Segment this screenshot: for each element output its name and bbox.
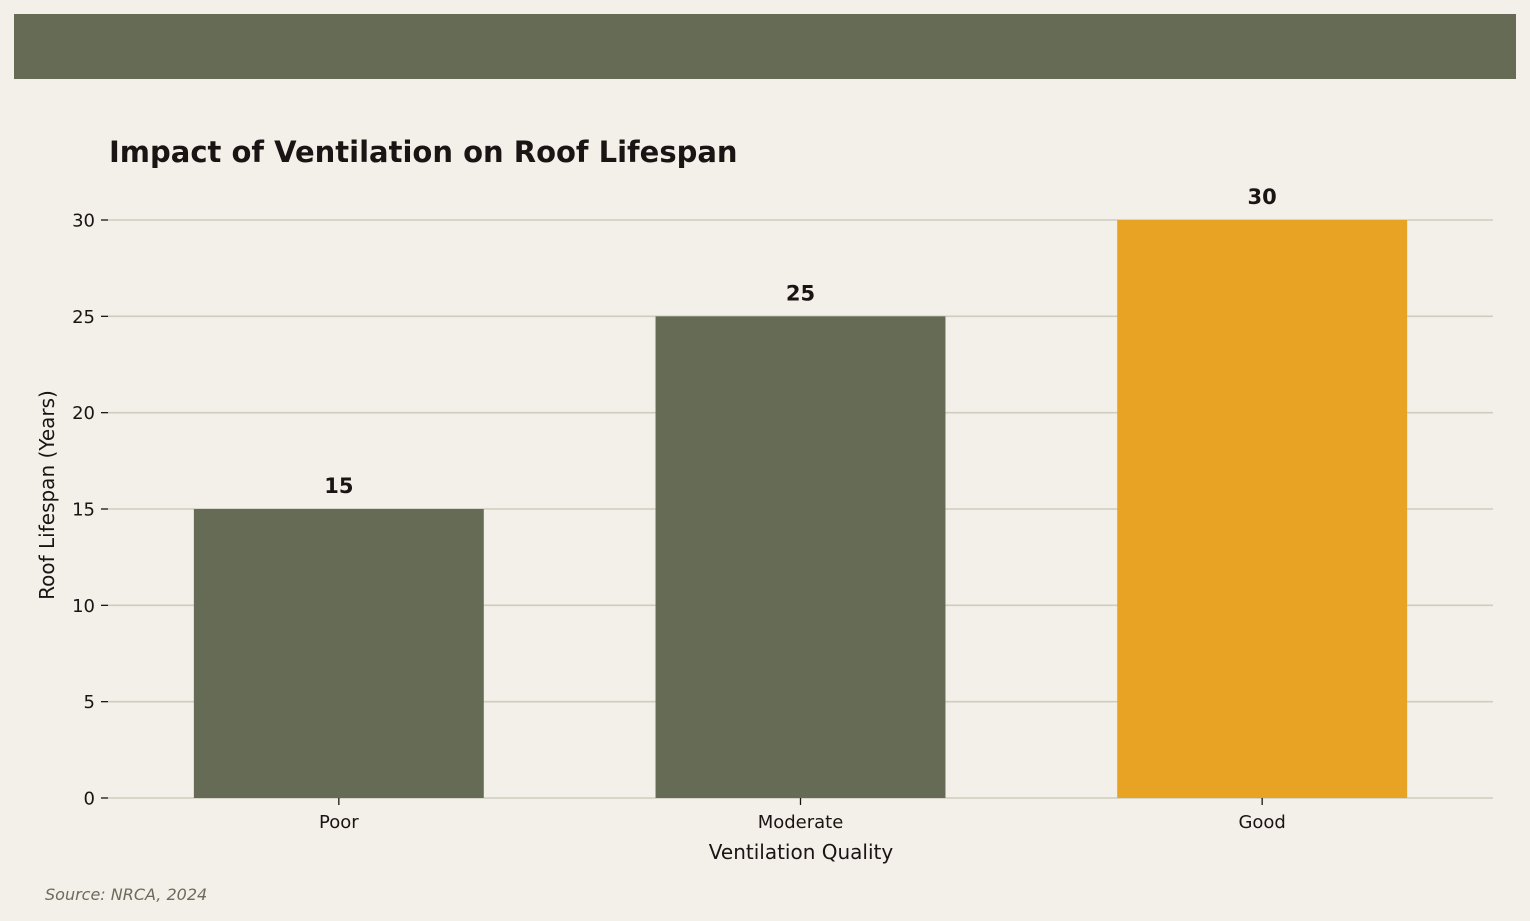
bar-poor (193, 509, 484, 798)
top-banner (14, 14, 1516, 79)
data-label-poor: 15 (324, 474, 353, 498)
x-tick-label: Moderate (758, 812, 844, 833)
x-tick-label: Poor (319, 812, 359, 833)
source-note: Source: NRCA, 2024 (45, 885, 208, 904)
y-tick-label: 0 (84, 789, 95, 810)
x-axis-label: Ventilation Quality (709, 840, 894, 864)
y-tick-label: 10 (72, 596, 95, 617)
y-axis-label: Roof Lifespan (Years) (35, 390, 59, 600)
y-tick-label: 5 (84, 692, 95, 713)
bar-good (1117, 220, 1408, 798)
data-label-good: 30 (1248, 185, 1277, 209)
x-tick-label: Good (1238, 812, 1285, 833)
y-axis: 0 5 10 15 20 25 30 (72, 211, 108, 810)
y-tick-label: 15 (72, 500, 95, 521)
y-tick-label: 20 (72, 403, 95, 424)
data-label-moderate: 25 (786, 281, 815, 305)
chart-title: Impact of Ventilation on Roof Lifespan (109, 135, 738, 169)
y-tick-label: 30 (72, 211, 95, 232)
y-tick-label: 25 (72, 307, 95, 328)
x-axis: Poor Moderate Good (319, 798, 1286, 833)
bar-moderate (655, 316, 946, 798)
bars: 15 25 30 (193, 185, 1408, 798)
